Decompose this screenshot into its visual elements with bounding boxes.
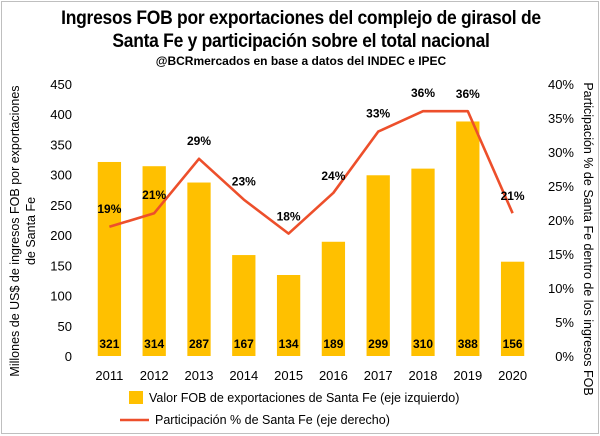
left-tick-150: 150 [50, 258, 72, 273]
line-value-label-2016: 24% [321, 169, 345, 183]
x-axis-ticks: 2011 2012 2013 2014 2015 2016 2017 2018 2019 2020 [95, 368, 527, 383]
line-value-label-2019: 36% [456, 87, 480, 101]
line-value-label-2013: 29% [187, 134, 211, 148]
x-tick-2019: 2019 [453, 368, 482, 383]
bar-value-label-2019: 388 [458, 337, 478, 351]
x-tick-2011: 2011 [95, 368, 123, 383]
left-tick-100: 100 [50, 289, 72, 304]
legend-bar-swatch [129, 391, 143, 404]
legend-bar-label: Valor FOB de exportaciones de Santa Fe (… [149, 391, 459, 405]
left-axis-label-line-1: Millones de US$ de ingresos FOB por expo… [8, 85, 22, 376]
x-tick-2016: 2016 [319, 368, 348, 383]
left-axis-ticks: 0 50 100 150 200 250 300 350 400 450 [50, 77, 72, 364]
line-series-group [109, 111, 512, 234]
bar-value-label-2016: 189 [323, 337, 343, 351]
right-axis-ticks: 0% 5% 10% 15% 20% 25% 30% 35% 40% [548, 77, 574, 364]
bar-value-label-2013: 287 [189, 337, 209, 351]
right-tick-25%: 25% [548, 179, 574, 194]
left-tick-200: 200 [50, 228, 72, 243]
bar-value-label-2020: 156 [503, 337, 523, 351]
right-tick-35%: 35% [548, 111, 574, 126]
x-tick-2020: 2020 [498, 368, 527, 383]
left-tick-300: 300 [50, 168, 72, 183]
participation-line [109, 111, 512, 233]
left-tick-350: 350 [50, 137, 72, 152]
right-tick-5%: 5% [555, 315, 574, 330]
x-tick-2018: 2018 [409, 368, 438, 383]
right-axis-label: Participación % de Santa Fe dentro de lo… [581, 82, 595, 395]
bars-group [98, 121, 524, 356]
right-tick-0%: 0% [555, 349, 574, 364]
x-tick-2017: 2017 [364, 368, 393, 383]
line-value-label-2015: 18% [277, 210, 301, 224]
left-tick-50: 50 [58, 319, 72, 334]
line-value-label-2020: 21% [501, 189, 525, 203]
line-value-label-2014: 23% [232, 175, 256, 189]
line-value-label-2012: 21% [142, 188, 166, 202]
right-tick-20%: 20% [548, 213, 574, 228]
left-tick-450: 450 [50, 77, 72, 92]
line-value-label-2017: 33% [366, 107, 390, 121]
bar-2019 [456, 121, 479, 356]
bar-value-label-2018: 310 [413, 337, 433, 351]
line-value-label-2018: 36% [411, 86, 435, 100]
x-tick-2012: 2012 [140, 368, 169, 383]
right-tick-10%: 10% [548, 281, 574, 296]
bar-2018 [411, 169, 434, 356]
bar-value-label-2011: 321 [99, 337, 119, 351]
line-value-label-2011: 19% [97, 202, 121, 216]
bar-value-label-2017: 299 [368, 337, 388, 351]
bar-2017 [367, 175, 390, 356]
left-tick-400: 400 [50, 107, 72, 122]
right-tick-15%: 15% [548, 247, 574, 262]
bar-labels-group: 321 314 287 167 134 189 299 310 388 156 [99, 337, 523, 351]
right-tick-30%: 30% [548, 145, 574, 160]
right-tick-40%: 40% [548, 77, 574, 92]
x-tick-2013: 2013 [185, 368, 214, 383]
left-tick-250: 250 [50, 198, 72, 213]
x-tick-2014: 2014 [229, 368, 258, 383]
x-tick-2015: 2015 [274, 368, 303, 383]
legend-line-label: Participación % de Santa Fe (eje derecho… [155, 413, 390, 427]
legend: Valor FOB de exportaciones de Santa Fe (… [120, 391, 459, 427]
bar-value-label-2012: 314 [144, 337, 164, 351]
bar-2013 [187, 183, 210, 356]
left-tick-0: 0 [65, 349, 72, 364]
bar-value-label-2015: 134 [279, 337, 299, 351]
bar-value-label-2014: 167 [234, 337, 254, 351]
bar-2011 [98, 162, 121, 356]
left-axis-label-line-2: de Santa Fe [24, 197, 38, 265]
